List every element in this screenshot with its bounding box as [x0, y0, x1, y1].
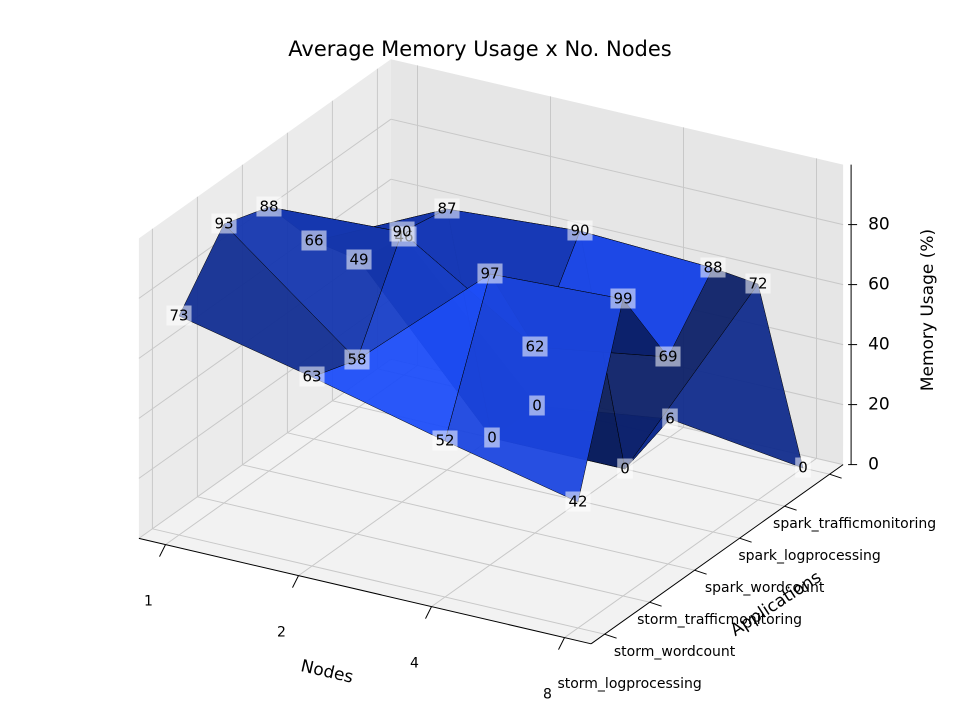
value-label-box: [565, 491, 591, 512]
value-label-box: [522, 336, 548, 357]
y-tick-label: spark_wordcount: [705, 580, 825, 596]
value-label-box: [662, 408, 678, 429]
value-label-box: [166, 305, 192, 326]
x-tick-label: 4: [410, 656, 419, 672]
value-label-box: [795, 457, 811, 478]
value-label: 0: [798, 459, 808, 477]
value-label: 49: [349, 251, 368, 269]
value-label-box: [344, 349, 370, 370]
value-label: 52: [435, 432, 454, 450]
value-label: 87: [437, 200, 456, 218]
value-label-box: [211, 213, 237, 234]
x-tick-label: 8: [543, 687, 552, 703]
grid-line: [287, 432, 740, 539]
value-label-box: [700, 257, 726, 278]
value-label: 0: [620, 460, 630, 478]
value-label: 88: [259, 198, 278, 216]
value-label-box: [567, 220, 593, 241]
z-tick-label: 80: [868, 215, 890, 235]
x-axis-line: [138, 537, 592, 645]
value-label: 72: [748, 275, 767, 293]
value-label: 69: [658, 348, 677, 366]
grid-line: [564, 457, 817, 639]
value-label-box: [477, 263, 503, 284]
value-label: 99: [613, 290, 632, 308]
value-label: 97: [480, 265, 499, 283]
value-label: 42: [568, 493, 587, 511]
grid-line: [390, 178, 844, 286]
value-label-box: [256, 196, 282, 217]
z-tick-label: 40: [868, 335, 890, 355]
tick-mark: [739, 537, 752, 543]
value-label: 66: [304, 232, 323, 250]
y-tick-label: storm_logprocessing: [557, 676, 701, 692]
tick-mark: [694, 569, 707, 575]
y-tick-label: storm_wordcount: [614, 644, 736, 660]
value-label: 62: [525, 338, 544, 356]
z-tick-label: 0: [868, 455, 879, 475]
value-label-box: [529, 395, 545, 416]
tick-mark: [425, 606, 432, 619]
tick-mark: [829, 473, 842, 479]
y-axis-title: Applications: [727, 567, 825, 640]
grid-line: [242, 464, 695, 571]
value-label-box: [745, 273, 771, 294]
y-tick-label: storm_trafficmonitoring: [637, 612, 802, 628]
z-axis-title: Memory Usage (%): [918, 229, 938, 391]
value-label: 90: [392, 223, 411, 241]
value-label-box: [389, 221, 415, 242]
grid-line: [197, 496, 650, 603]
value-label-box: [299, 366, 325, 387]
tick-mark: [159, 544, 166, 557]
x-tick-label: 2: [277, 625, 286, 641]
value-label: 93: [214, 215, 233, 233]
tick-mark: [292, 575, 299, 588]
value-label-box: [655, 346, 681, 367]
value-label: 6: [665, 410, 675, 428]
x-tick-label: 1: [144, 594, 153, 610]
value-label: 0: [487, 429, 497, 447]
value-label-box: [484, 427, 500, 448]
y-tick-label: spark_logprocessing: [738, 548, 880, 564]
value-label: 58: [347, 351, 366, 369]
value-label-box: [301, 230, 327, 251]
grid-line: [390, 118, 844, 226]
value-label-box: [617, 458, 633, 479]
value-label-box: [434, 198, 460, 219]
tick-mark: [604, 633, 617, 639]
value-label: 73: [169, 307, 188, 325]
z-tick-label: 20: [868, 395, 890, 415]
tick-mark: [649, 601, 662, 607]
y-tick-label: spark_trafficmonitoring: [773, 516, 936, 532]
value-label: 63: [302, 368, 321, 386]
value-label: 90: [570, 222, 589, 240]
tick-mark: [558, 637, 565, 650]
value-label-box: [610, 288, 636, 309]
grid-line: [152, 528, 605, 635]
value-label-box: [432, 430, 458, 451]
x-axis-title: Nodes: [299, 656, 355, 687]
value-label: 88: [703, 259, 722, 277]
z-tick-label: 60: [868, 275, 890, 295]
y-axis-line: [590, 464, 844, 645]
value-label: 0: [532, 397, 542, 415]
tick-mark: [784, 505, 797, 511]
value-label-box: [346, 249, 372, 270]
grid-line: [431, 426, 684, 608]
chart-title: Average Memory Usage x No. Nodes: [288, 37, 672, 61]
floor-pane: [138, 359, 844, 644]
